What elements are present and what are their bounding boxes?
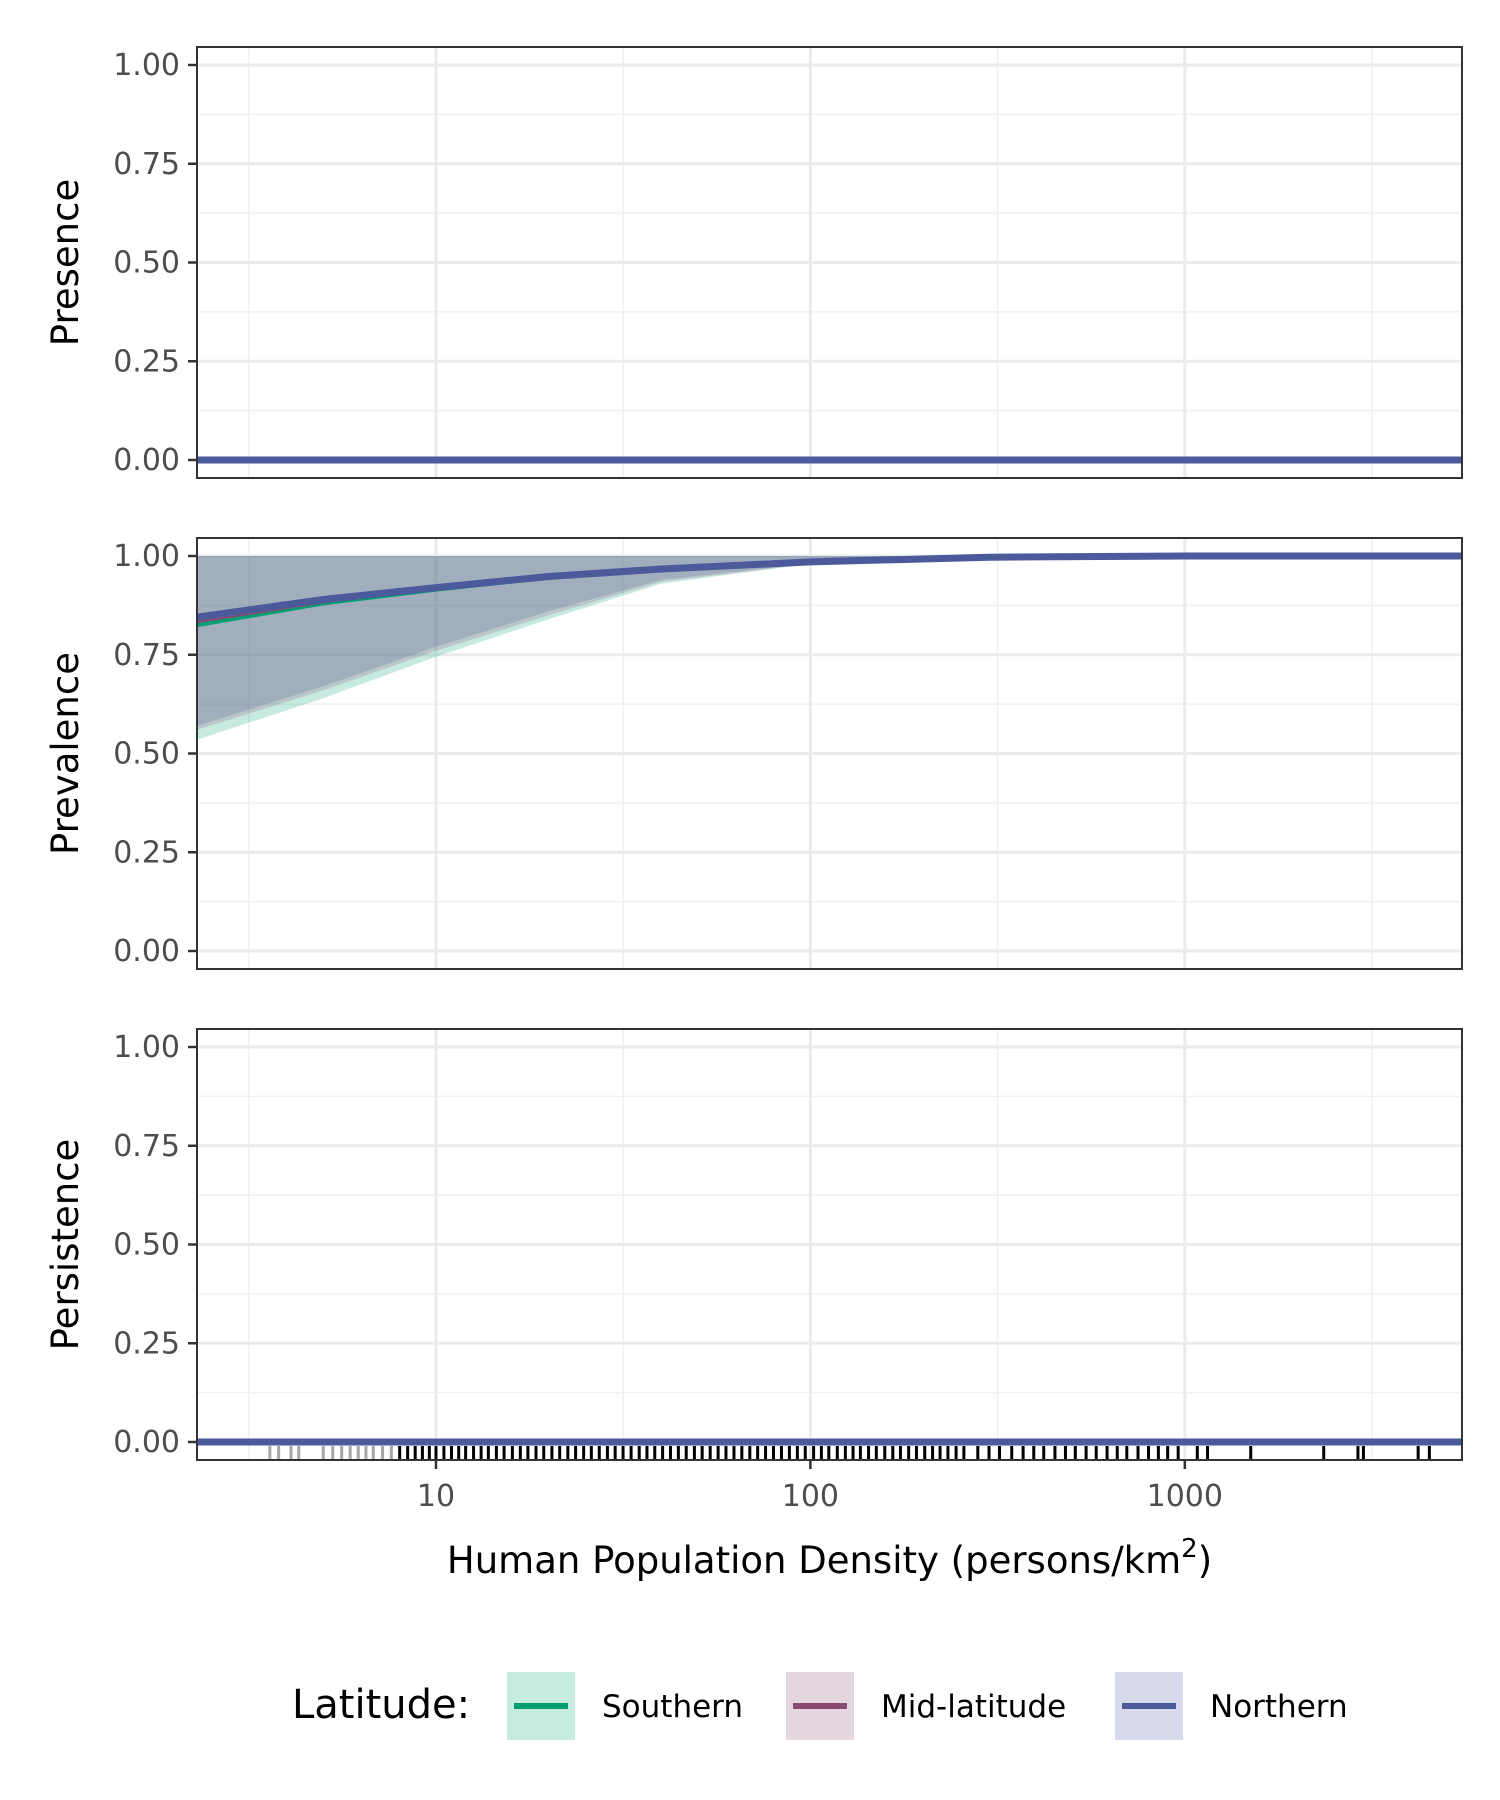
y-tick-label: 0.00 [113, 934, 180, 969]
y-tick-label: 1.00 [113, 1030, 180, 1065]
y-axis-title: Persistence [44, 1139, 87, 1351]
panel-persistence: 0.00 0.25 0.50 0.75 1.00 Persistence 10 100 1000 [44, 1028, 1463, 1514]
ribbon-southern [197, 556, 1462, 740]
y-tick-label: 0.75 [113, 147, 180, 182]
ribbon-northern [197, 556, 1462, 726]
plot-area [197, 552, 1462, 740]
x-axis-title-close: ) [1198, 1539, 1212, 1582]
x-axis-title: Human Population Density (persons/km2) [447, 1534, 1212, 1582]
legend-item-northern: Northern [1115, 1672, 1348, 1740]
y-axis-title: Prevalence [44, 652, 87, 855]
panel-prevalence: 0.00 0.25 0.50 0.75 1.00 Prevalence [44, 537, 1463, 970]
x-axis-title-main: Human Population Density (persons/km [447, 1539, 1181, 1582]
y-tick-label: 0.50 [113, 246, 180, 281]
legend-label: Southern [602, 1689, 743, 1725]
y-tick-label: 0.50 [113, 1228, 180, 1263]
y-tick-label: 0.25 [113, 1326, 180, 1361]
series-line-northern [197, 552, 1462, 621]
panel-presence: 0.00 0.25 0.50 0.75 1.00 Presence [44, 46, 1463, 479]
plot-area [197, 1438, 1462, 1460]
legend-label: Northern [1210, 1689, 1348, 1725]
legend-title: Latitude: [292, 1682, 470, 1728]
y-axis-title: Presence [44, 179, 87, 346]
x-tick-label: 1000 [1147, 1479, 1223, 1514]
y-tick-label: 0.75 [113, 1129, 180, 1164]
y-tick-label: 0.00 [113, 443, 180, 478]
y-tick-label: 0.00 [113, 1425, 180, 1460]
y-tick-label: 0.75 [113, 638, 180, 673]
y-tick-label: 1.00 [113, 48, 180, 83]
ribbon-mid-latitude [197, 556, 1462, 730]
y-tick-label: 1.00 [113, 539, 180, 574]
legend-item-mid-latitude: Mid-latitude [786, 1672, 1066, 1740]
x-axis-title-superscript: 2 [1181, 1534, 1198, 1564]
x-tick-label: 100 [782, 1479, 839, 1514]
x-tick-label: 10 [417, 1479, 455, 1514]
legend-item-southern: Southern [507, 1672, 743, 1740]
y-tick-label: 0.50 [113, 737, 180, 772]
legend: Latitude: Southern Mid-latitude Northern [292, 1672, 1348, 1740]
y-tick-label: 0.25 [113, 835, 180, 870]
y-tick-label: 0.25 [113, 344, 180, 379]
legend-label: Mid-latitude [881, 1689, 1066, 1725]
